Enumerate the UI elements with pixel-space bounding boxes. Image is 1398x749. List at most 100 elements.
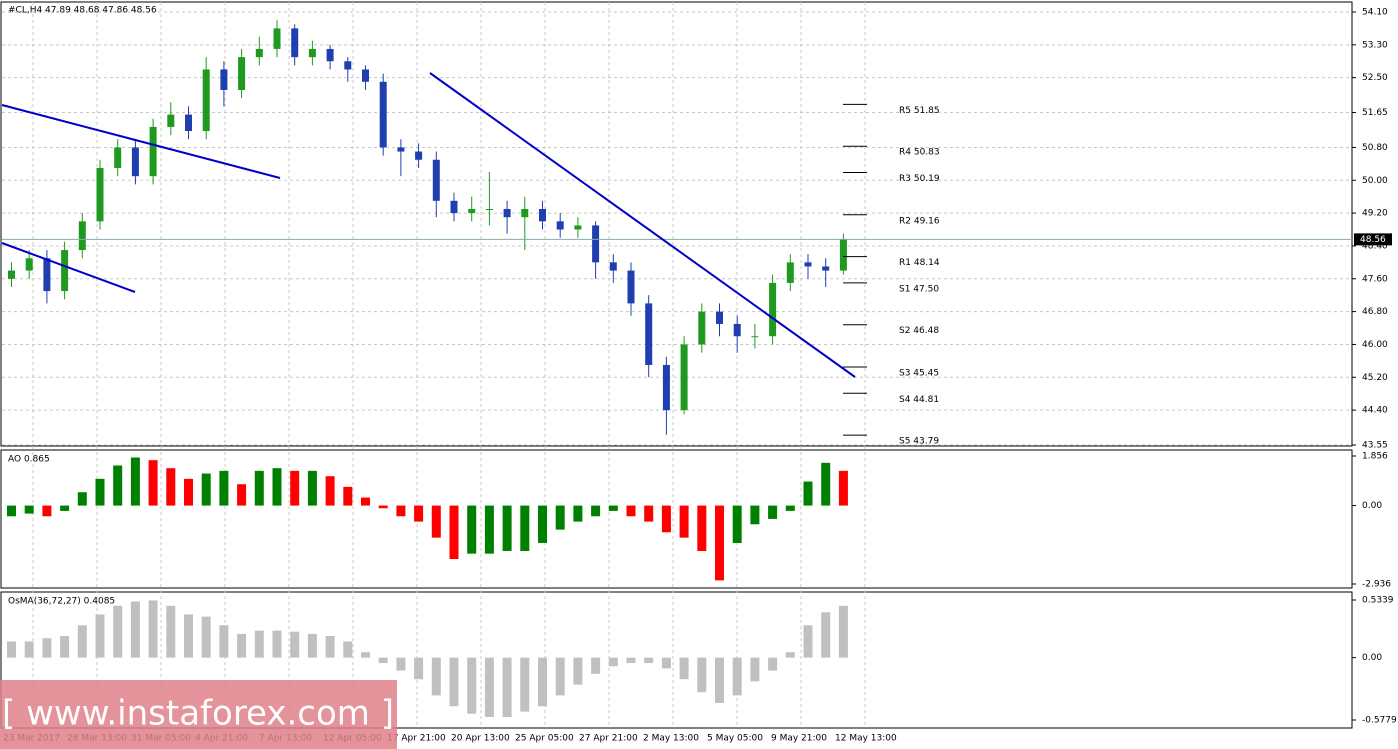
histogram-bar: [626, 505, 636, 517]
histogram-bar: [148, 600, 158, 658]
trend-line: [429, 72, 856, 378]
candle-body: [432, 159, 440, 201]
histogram-bar: [821, 612, 831, 658]
osma-title: OsMA(36,72,27) 0.4085: [8, 597, 115, 607]
histogram-bar: [555, 505, 565, 530]
candle-body: [291, 28, 299, 58]
histogram-bar: [201, 616, 211, 658]
candle-body: [114, 147, 122, 168]
osma-panel: [0, 591, 1353, 729]
histogram-bar: [24, 505, 34, 514]
histogram-bar: [661, 505, 671, 533]
histogram-bar: [679, 505, 689, 538]
y-tick-label: 1.856: [1362, 452, 1388, 462]
candle-body: [379, 81, 387, 148]
histogram-bar: [821, 462, 831, 506]
histogram-bar: [77, 625, 87, 658]
trend-line: [1, 104, 281, 179]
histogram-bar: [502, 657, 512, 717]
candle-body: [415, 151, 423, 160]
histogram-bar: [484, 657, 494, 717]
histogram-bar: [272, 630, 282, 658]
price-tag: [1354, 233, 1392, 246]
histogram-bar: [573, 505, 583, 522]
histogram-bar: [838, 605, 848, 658]
histogram-bar: [130, 457, 140, 506]
y-tick-label: 47.60: [1362, 274, 1388, 284]
watermark: [ www.instaforex.com ]: [2, 694, 394, 734]
x-tick-label: 5 May 05:00: [707, 734, 763, 744]
y-tick-label: 49.20: [1362, 209, 1388, 219]
histogram-bar: [378, 657, 388, 664]
histogram-bar: [414, 505, 424, 522]
candle-body: [326, 48, 334, 62]
pivot-label: R1 48.14: [899, 258, 940, 268]
histogram-bar: [378, 505, 388, 509]
histogram-bar: [502, 505, 512, 551]
y-tick-label: -0.5779: [1362, 716, 1397, 726]
histogram-bar: [484, 505, 494, 554]
histogram-bar: [838, 470, 848, 506]
y-tick-label: 53.30: [1362, 40, 1388, 50]
histogram-bar: [184, 478, 193, 506]
pivot-label: S4 44.81: [899, 395, 939, 405]
candle-body: [43, 258, 51, 292]
histogram-bar: [396, 657, 406, 671]
candle-body: [822, 266, 830, 271]
pivot-label: S2 46.48: [899, 326, 939, 336]
x-tick-label: 9 May 21:00: [771, 734, 827, 744]
candle-body: [131, 147, 139, 177]
x-tick-label: 27 Apr 21:00: [579, 734, 638, 744]
histogram-bar: [77, 492, 87, 506]
candle-body: [627, 270, 635, 304]
candle-body: [662, 364, 670, 411]
histogram-bar: [697, 505, 707, 551]
histogram-bar: [626, 657, 636, 664]
histogram-bar: [449, 505, 459, 559]
histogram-bar: [166, 605, 176, 658]
histogram-bar: [803, 481, 813, 506]
candle-body: [733, 323, 741, 337]
histogram-bar: [697, 657, 707, 693]
candle-body: [185, 114, 192, 132]
candle-body: [592, 225, 600, 263]
histogram-bar: [7, 641, 16, 658]
y-tick-label: 43.55: [1362, 441, 1388, 451]
candle-body: [25, 258, 33, 271]
histogram-bar: [573, 657, 583, 685]
histogram-bar: [431, 505, 441, 538]
histogram-bar: [219, 470, 229, 506]
histogram-bar: [644, 505, 654, 522]
histogram-bar: [113, 465, 123, 506]
candle-body: [839, 239, 847, 271]
histogram-bar: [449, 657, 459, 707]
candle-body: [167, 114, 175, 127]
candle-body: [220, 69, 228, 90]
candle-body: [397, 147, 405, 152]
histogram-bar: [750, 505, 760, 525]
histogram-bar: [732, 657, 742, 696]
histogram-bar: [60, 636, 70, 658]
candle-body: [769, 282, 777, 337]
histogram-bar: [325, 476, 335, 506]
y-tick-label: 0.00: [1362, 501, 1382, 511]
histogram-bar: [768, 657, 778, 671]
histogram-bar: [219, 625, 229, 658]
candle-body: [609, 262, 617, 271]
candle-body: [238, 57, 246, 90]
histogram-bar: [538, 505, 547, 543]
pivot-label: R3 50.19: [899, 174, 940, 184]
main-panel: [0, 1, 1353, 447]
candle-body: [344, 61, 352, 70]
x-tick-label: 20 Apr 13:00: [451, 734, 510, 744]
histogram-bar: [591, 657, 601, 674]
candle-body: [804, 262, 812, 267]
histogram-bar: [785, 652, 795, 658]
histogram-bar: [237, 633, 247, 658]
y-tick-label: 45.20: [1362, 373, 1388, 383]
histogram-bar: [768, 505, 778, 519]
y-tick-label: 44.40: [1362, 406, 1388, 416]
candle-body: [255, 48, 263, 58]
histogram-bar: [343, 486, 353, 506]
candle-body: [521, 209, 529, 218]
